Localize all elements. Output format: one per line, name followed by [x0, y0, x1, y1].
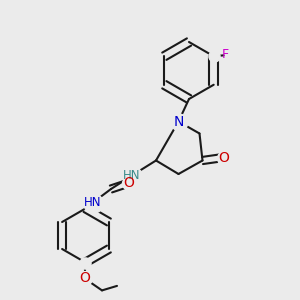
- Text: O: O: [124, 176, 134, 190]
- Text: HN: HN: [84, 196, 102, 209]
- Text: N: N: [173, 115, 184, 128]
- Text: O: O: [79, 272, 90, 285]
- Text: O: O: [218, 151, 229, 164]
- Text: F: F: [222, 48, 229, 61]
- Text: HN: HN: [123, 169, 141, 182]
